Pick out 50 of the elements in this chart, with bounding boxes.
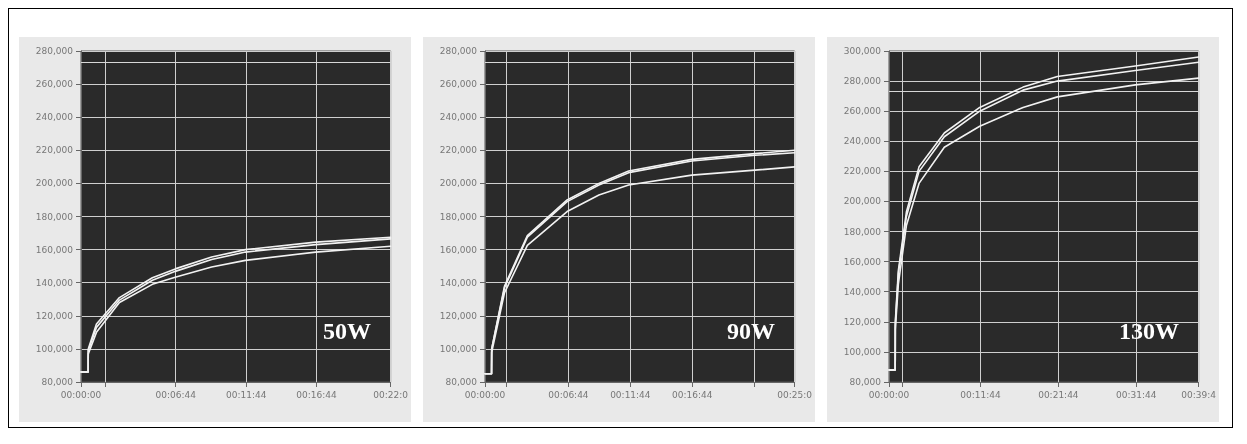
x-tick-label: 00:25:0 <box>777 389 813 400</box>
y-tick-label: 260,000 <box>843 106 882 117</box>
y-tick-label: 80,000 <box>849 377 882 387</box>
x-tick-label: 00:39:4 <box>1181 389 1217 400</box>
y-tick-label: 140,000 <box>843 286 882 297</box>
y-tick-label: 140,000 <box>439 277 478 288</box>
y-tick-label: 280,000 <box>439 46 478 56</box>
x-tick-label: 00:00:00 <box>464 389 506 400</box>
x-tick-label: 00:22:0 <box>373 389 409 400</box>
y-tick-label: 240,000 <box>439 112 478 123</box>
y-tick-label: 160,000 <box>439 244 478 255</box>
y-tick-label: 220,000 <box>439 145 478 156</box>
y-tick-label: 180,000 <box>843 226 882 237</box>
annotation: 50W <box>323 318 371 344</box>
y-tick-label: 200,000 <box>35 178 74 189</box>
y-tick-label: 140,000 <box>35 277 74 288</box>
y-tick-label: 240,000 <box>35 112 74 123</box>
y-tick-label: 280,000 <box>35 46 74 56</box>
x-tick-label: 00:11:44 <box>610 389 651 400</box>
y-tick-label: 260,000 <box>35 79 74 90</box>
y-tick-label: 100,000 <box>35 343 74 354</box>
y-tick-label: 180,000 <box>35 211 74 222</box>
y-tick-label: 220,000 <box>843 166 882 177</box>
y-tick-label: 280,000 <box>843 76 882 87</box>
y-tick-label: 160,000 <box>843 256 882 267</box>
y-tick-label: 80,000 <box>445 377 478 387</box>
y-tick-label: 200,000 <box>843 196 882 207</box>
y-tick-label: 160,000 <box>35 244 74 255</box>
y-tick-label: 180,000 <box>439 211 478 222</box>
y-tick-label: 200,000 <box>439 178 478 189</box>
x-tick-label: 00:06:44 <box>155 389 197 400</box>
x-tick-label: 00:06:44 <box>548 389 589 400</box>
y-tick-label: 260,000 <box>439 79 478 90</box>
x-tick-label: 00:11:44 <box>960 389 1001 400</box>
x-tick-label: 00:00:00 <box>868 389 910 400</box>
y-tick-label: 220,000 <box>35 145 74 156</box>
x-tick-label: 00:00:00 <box>60 389 102 400</box>
y-tick-label: 120,000 <box>35 310 74 321</box>
x-tick-label: 00:16:44 <box>296 389 337 400</box>
x-tick-label: 00:11:44 <box>225 389 267 400</box>
y-tick-label: 300,000 <box>843 46 882 56</box>
y-tick-label: 120,000 <box>439 310 478 321</box>
y-tick-label: 240,000 <box>843 136 882 147</box>
y-tick-label: 80,000 <box>41 377 74 387</box>
y-tick-label: 100,000 <box>843 346 882 357</box>
x-tick-label: 00:21:44 <box>1038 389 1079 400</box>
x-tick-label: 00:31:44 <box>1116 389 1157 400</box>
y-tick-label: 120,000 <box>843 316 882 327</box>
x-tick-label: 00:16:44 <box>672 389 713 400</box>
y-tick-label: 100,000 <box>439 343 478 354</box>
